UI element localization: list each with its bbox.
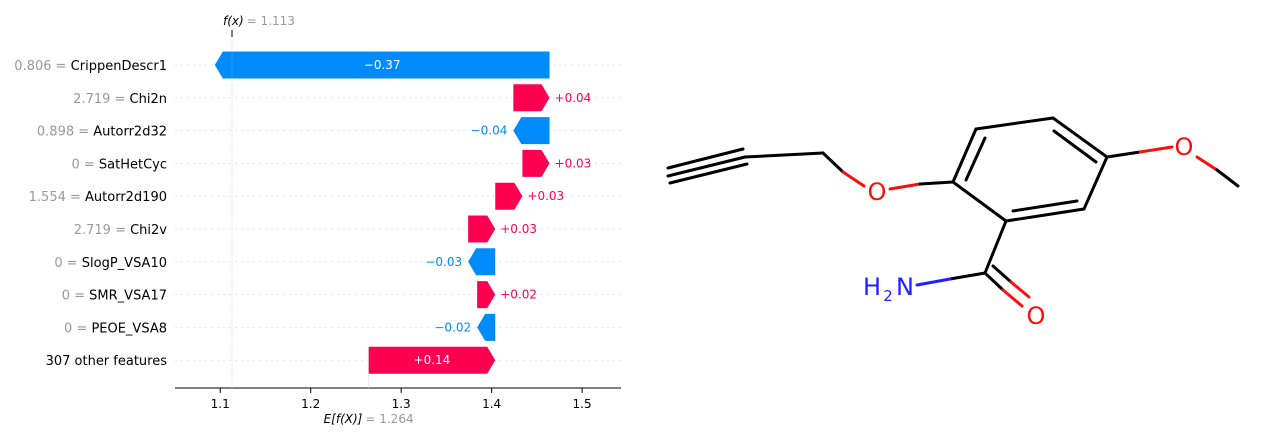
- nitrogen-atom: N: [896, 273, 914, 301]
- feature-label: 0 = SlogP_VSA10: [54, 256, 167, 271]
- methoxy-bonds: [1105, 145, 1240, 188]
- row-gridlines: [175, 64, 621, 361]
- waterfall-bar: [368, 346, 496, 374]
- bar-value-label: +0.04: [555, 91, 592, 105]
- chain-bonds: [743, 151, 955, 191]
- waterfall-bar: [513, 117, 550, 145]
- waterfall-bar: [468, 215, 496, 243]
- feature-label: 307 other features: [46, 354, 168, 369]
- x-axis: 1.1 1.2 1.3 1.4 1.5 E[f(X)] = 1.264: [175, 387, 621, 426]
- waterfall-bar: [477, 313, 496, 341]
- bar-value-label: +0.03: [500, 222, 537, 236]
- bar-value-label: +0.03: [555, 156, 592, 170]
- waterfall-bar: [522, 149, 550, 177]
- bars: −0.37 +0.04 −0.04 +0.03 +0.03 +0.03 −0.03 +0.02…: [214, 51, 592, 374]
- hydrogen-subscript: 2: [883, 287, 893, 305]
- x-tick-label: 1.5: [573, 397, 592, 411]
- x-tick-label: 1.4: [482, 397, 501, 411]
- atom-labels: O O O H 2 N: [863, 133, 1193, 330]
- fx-annotation: f(x) = 1.113: [223, 14, 369, 388]
- feature-label: 0 = SatHetCyc: [71, 157, 167, 172]
- benzene-ring: [951, 116, 1109, 223]
- x-tick-label: 1.2: [301, 397, 320, 411]
- bar-value-label: +0.14: [414, 353, 451, 367]
- bar-value-label: +0.02: [500, 288, 537, 302]
- bar-value-label: +0.03: [527, 189, 564, 203]
- feature-label: 0.898 = Autorr2d32: [37, 125, 167, 140]
- bar-value-label: −0.04: [471, 124, 508, 138]
- shap-waterfall-chart: 1.1 1.2 1.3 1.4 1.5 E[f(X)] = 1.264 −0.37 +0.04…: [14, 14, 621, 426]
- amide-bonds: [915, 219, 1031, 308]
- x-tick-label: 1.1: [211, 397, 230, 411]
- feature-label: 2.719 = Chi2v: [74, 223, 168, 238]
- bar-value-label: −0.02: [434, 320, 471, 334]
- waterfall-bar: [495, 182, 523, 210]
- oxygen-atom-carbonyl: O: [1027, 302, 1046, 330]
- waterfall-bar: [513, 84, 550, 112]
- oxygen-atom-methoxy: O: [1175, 133, 1194, 161]
- bar-value-label: −0.03: [425, 255, 462, 269]
- oxygen-atom-ether: O: [868, 178, 887, 206]
- feature-label: 1.554 = Autorr2d190: [29, 190, 167, 205]
- expected-value-label: E[f(X)] = 1.264: [324, 412, 414, 426]
- hydrogen-atom: H: [863, 273, 881, 301]
- waterfall-bar: [468, 248, 496, 276]
- feature-label: 0 = PEOE_VSA8: [64, 321, 167, 336]
- molecule-structure: O O O H 2 N: [666, 116, 1240, 330]
- feature-labels: 0.806 = CrippenDescr1 2.719 = Chi2n 0.898 …: [14, 59, 167, 369]
- waterfall-bar: [214, 51, 550, 79]
- waterfall-bar: [477, 281, 496, 309]
- alkyne-bond: [666, 147, 749, 185]
- feature-label: 0 = SMR_VSA17: [62, 289, 167, 304]
- bar-value-label: −0.37: [364, 58, 401, 72]
- x-tick-label: 1.3: [392, 397, 411, 411]
- fx-value-label: f(x) = 1.113: [223, 14, 295, 28]
- feature-label: 0.806 = CrippenDescr1: [14, 59, 167, 74]
- feature-label: 2.719 = Chi2n: [73, 92, 167, 107]
